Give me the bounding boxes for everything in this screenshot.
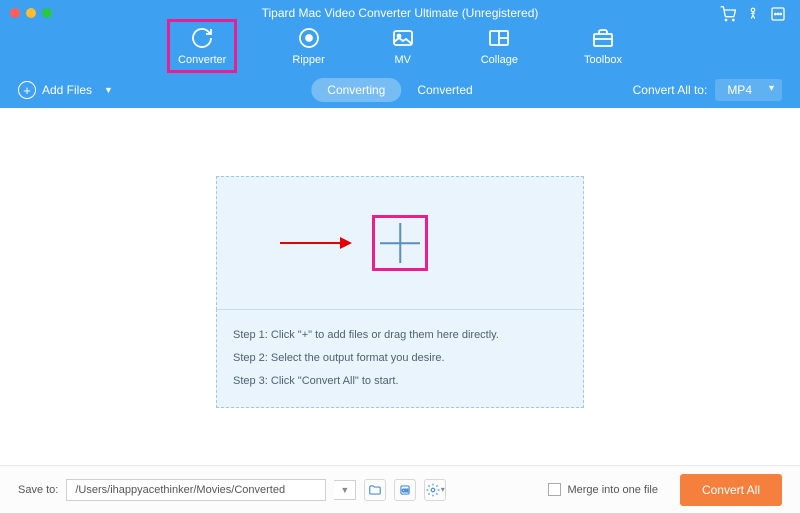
annotation-arrow bbox=[280, 242, 350, 244]
ripper-icon bbox=[297, 26, 321, 50]
minimize-dot[interactable] bbox=[26, 8, 36, 18]
collage-icon bbox=[487, 26, 511, 50]
tab-label: Converter bbox=[178, 54, 226, 66]
main-area: Step 1: Click "+" to add files or drag t… bbox=[0, 108, 800, 465]
merge-checkbox[interactable] bbox=[548, 483, 561, 496]
open-folder-icon[interactable] bbox=[364, 479, 386, 501]
segment-converting[interactable]: Converting bbox=[311, 78, 401, 102]
svg-text:ON: ON bbox=[402, 487, 408, 492]
plus-icon[interactable] bbox=[378, 221, 422, 265]
tab-collage[interactable]: Collage bbox=[473, 22, 526, 70]
save-path-value: /Users/ihappyacethinker/Movies/Converted bbox=[75, 484, 285, 496]
save-to-label: Save to: bbox=[18, 484, 58, 496]
tab-toolbox[interactable]: Toolbox bbox=[576, 22, 630, 70]
tab-label: Ripper bbox=[292, 54, 324, 66]
tab-mv[interactable]: MV bbox=[383, 22, 423, 70]
steps-box: Step 1: Click "+" to add files or drag t… bbox=[216, 309, 584, 408]
register-icon[interactable] bbox=[746, 6, 760, 25]
mv-icon bbox=[391, 26, 415, 50]
save-path-dropdown[interactable]: ▼ bbox=[334, 480, 356, 500]
plus-circle-icon: + bbox=[18, 81, 36, 99]
format-select[interactable]: MP4 bbox=[715, 79, 782, 101]
close-dot[interactable] bbox=[10, 8, 20, 18]
format-value: MP4 bbox=[727, 83, 752, 97]
add-files-label: Add Files bbox=[42, 83, 92, 97]
add-highlight-box bbox=[372, 215, 428, 271]
drop-zone[interactable] bbox=[216, 176, 584, 310]
cart-icon[interactable] bbox=[720, 6, 736, 25]
chevron-down-icon[interactable]: ▼ bbox=[104, 85, 113, 95]
tab-ripper[interactable]: Ripper bbox=[284, 22, 332, 70]
convert-all-button[interactable]: Convert All bbox=[680, 474, 782, 506]
settings-icon[interactable]: ▾ bbox=[424, 479, 446, 501]
step-2: Step 2: Select the output format you des… bbox=[233, 347, 567, 370]
menu-icon[interactable] bbox=[770, 6, 786, 25]
tab-label: Toolbox bbox=[584, 54, 622, 66]
window-title: Tipard Mac Video Converter Ultimate (Unr… bbox=[0, 0, 800, 20]
merge-label: Merge into one file bbox=[567, 484, 658, 496]
hw-accel-icon[interactable]: ON bbox=[394, 479, 416, 501]
step-3: Step 3: Click "Convert All" to start. bbox=[233, 370, 567, 393]
step-1: Step 1: Click "+" to add files or drag t… bbox=[233, 324, 567, 347]
tab-label: MV bbox=[394, 54, 411, 66]
converter-icon bbox=[190, 26, 214, 50]
toolbox-icon bbox=[591, 26, 615, 50]
tab-label: Collage bbox=[481, 54, 518, 66]
save-path-field[interactable]: /Users/ihappyacethinker/Movies/Converted bbox=[66, 479, 326, 501]
segment-converted[interactable]: Converted bbox=[401, 78, 488, 102]
maximize-dot[interactable] bbox=[42, 8, 52, 18]
window-traffic-lights[interactable] bbox=[10, 8, 52, 18]
tab-converter[interactable]: Converter bbox=[167, 19, 237, 73]
add-files-button[interactable]: + Add Files ▼ bbox=[18, 81, 113, 99]
convert-all-to-label: Convert All to: bbox=[633, 83, 708, 97]
